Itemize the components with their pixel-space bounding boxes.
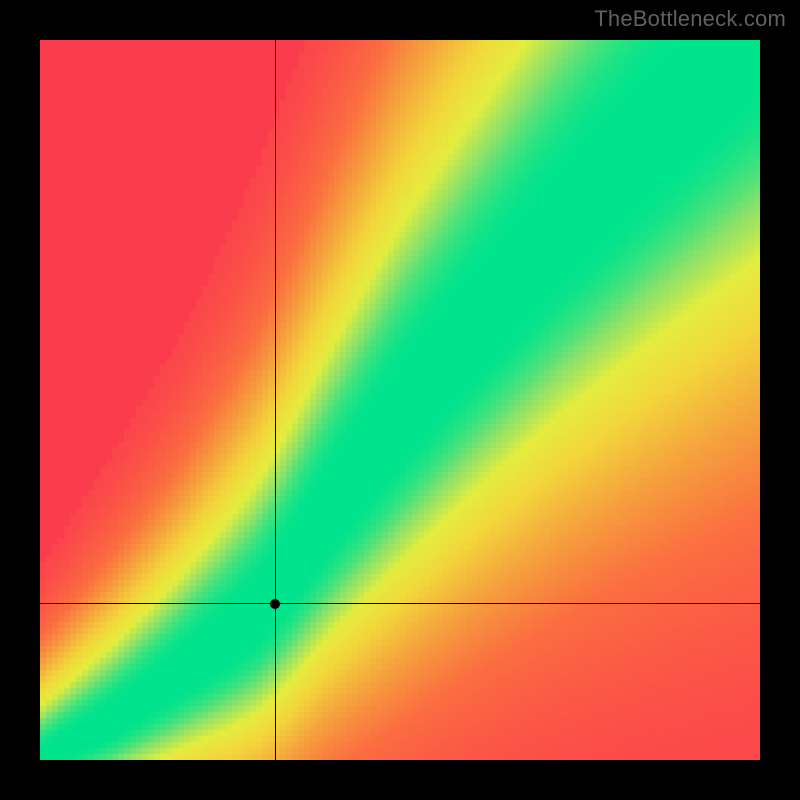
plot-area bbox=[40, 40, 760, 760]
chart-container: TheBottleneck.com bbox=[0, 0, 800, 800]
heatmap-canvas bbox=[40, 40, 760, 760]
watermark-label: TheBottleneck.com bbox=[594, 6, 786, 32]
